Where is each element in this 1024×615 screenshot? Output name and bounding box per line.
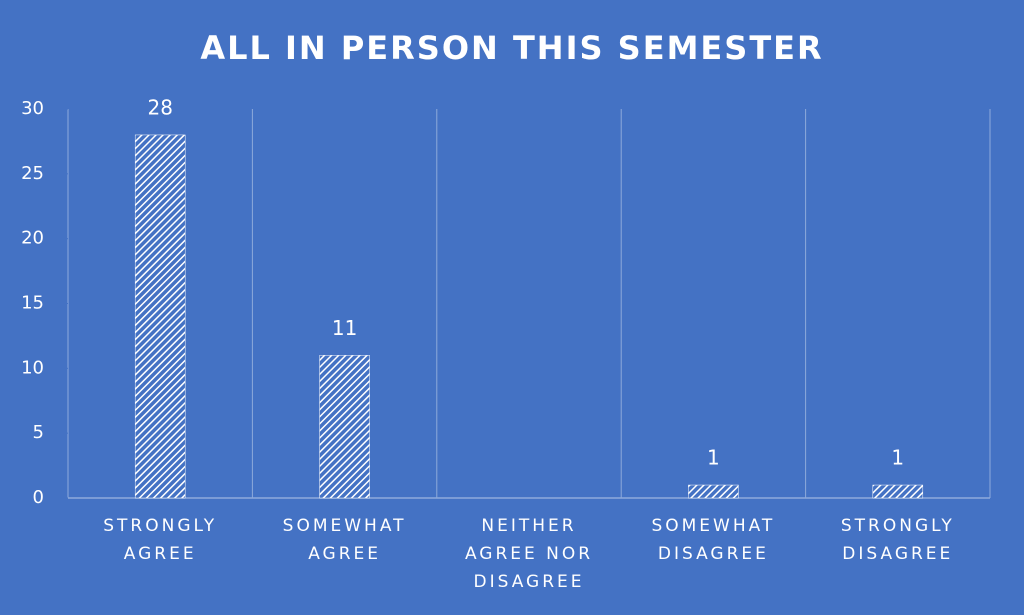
data-label: 1 — [891, 446, 904, 470]
bar — [319, 355, 370, 499]
x-tick-label: STRONGLY AGREE — [103, 516, 218, 564]
x-tick-label: SOMEWHAT DISAGREE — [651, 516, 776, 564]
y-tick-label: 20 — [21, 228, 44, 249]
x-tick-label: STRONGLY DISAGREE — [840, 516, 955, 564]
chart-title: ALL IN PERSON THIS SEMESTER — [200, 29, 823, 67]
bar — [134, 134, 186, 499]
data-label: 28 — [147, 95, 172, 119]
y-tick-label: 30 — [21, 98, 44, 119]
x-tick-label: SOMEWHAT AGREE — [282, 516, 407, 564]
data-label: 11 — [332, 316, 357, 340]
x-tick-label: NEITHER AGREE NOR DISAGREE — [464, 516, 594, 592]
y-tick-label: 25 — [21, 163, 44, 184]
y-tick-label: 0 — [33, 487, 44, 508]
y-tick-label: 15 — [21, 293, 44, 314]
data-label: 1 — [707, 446, 720, 470]
bar — [688, 484, 739, 499]
y-tick-label: 5 — [33, 422, 44, 443]
y-tick-label: 10 — [21, 357, 44, 378]
bar — [872, 484, 924, 499]
